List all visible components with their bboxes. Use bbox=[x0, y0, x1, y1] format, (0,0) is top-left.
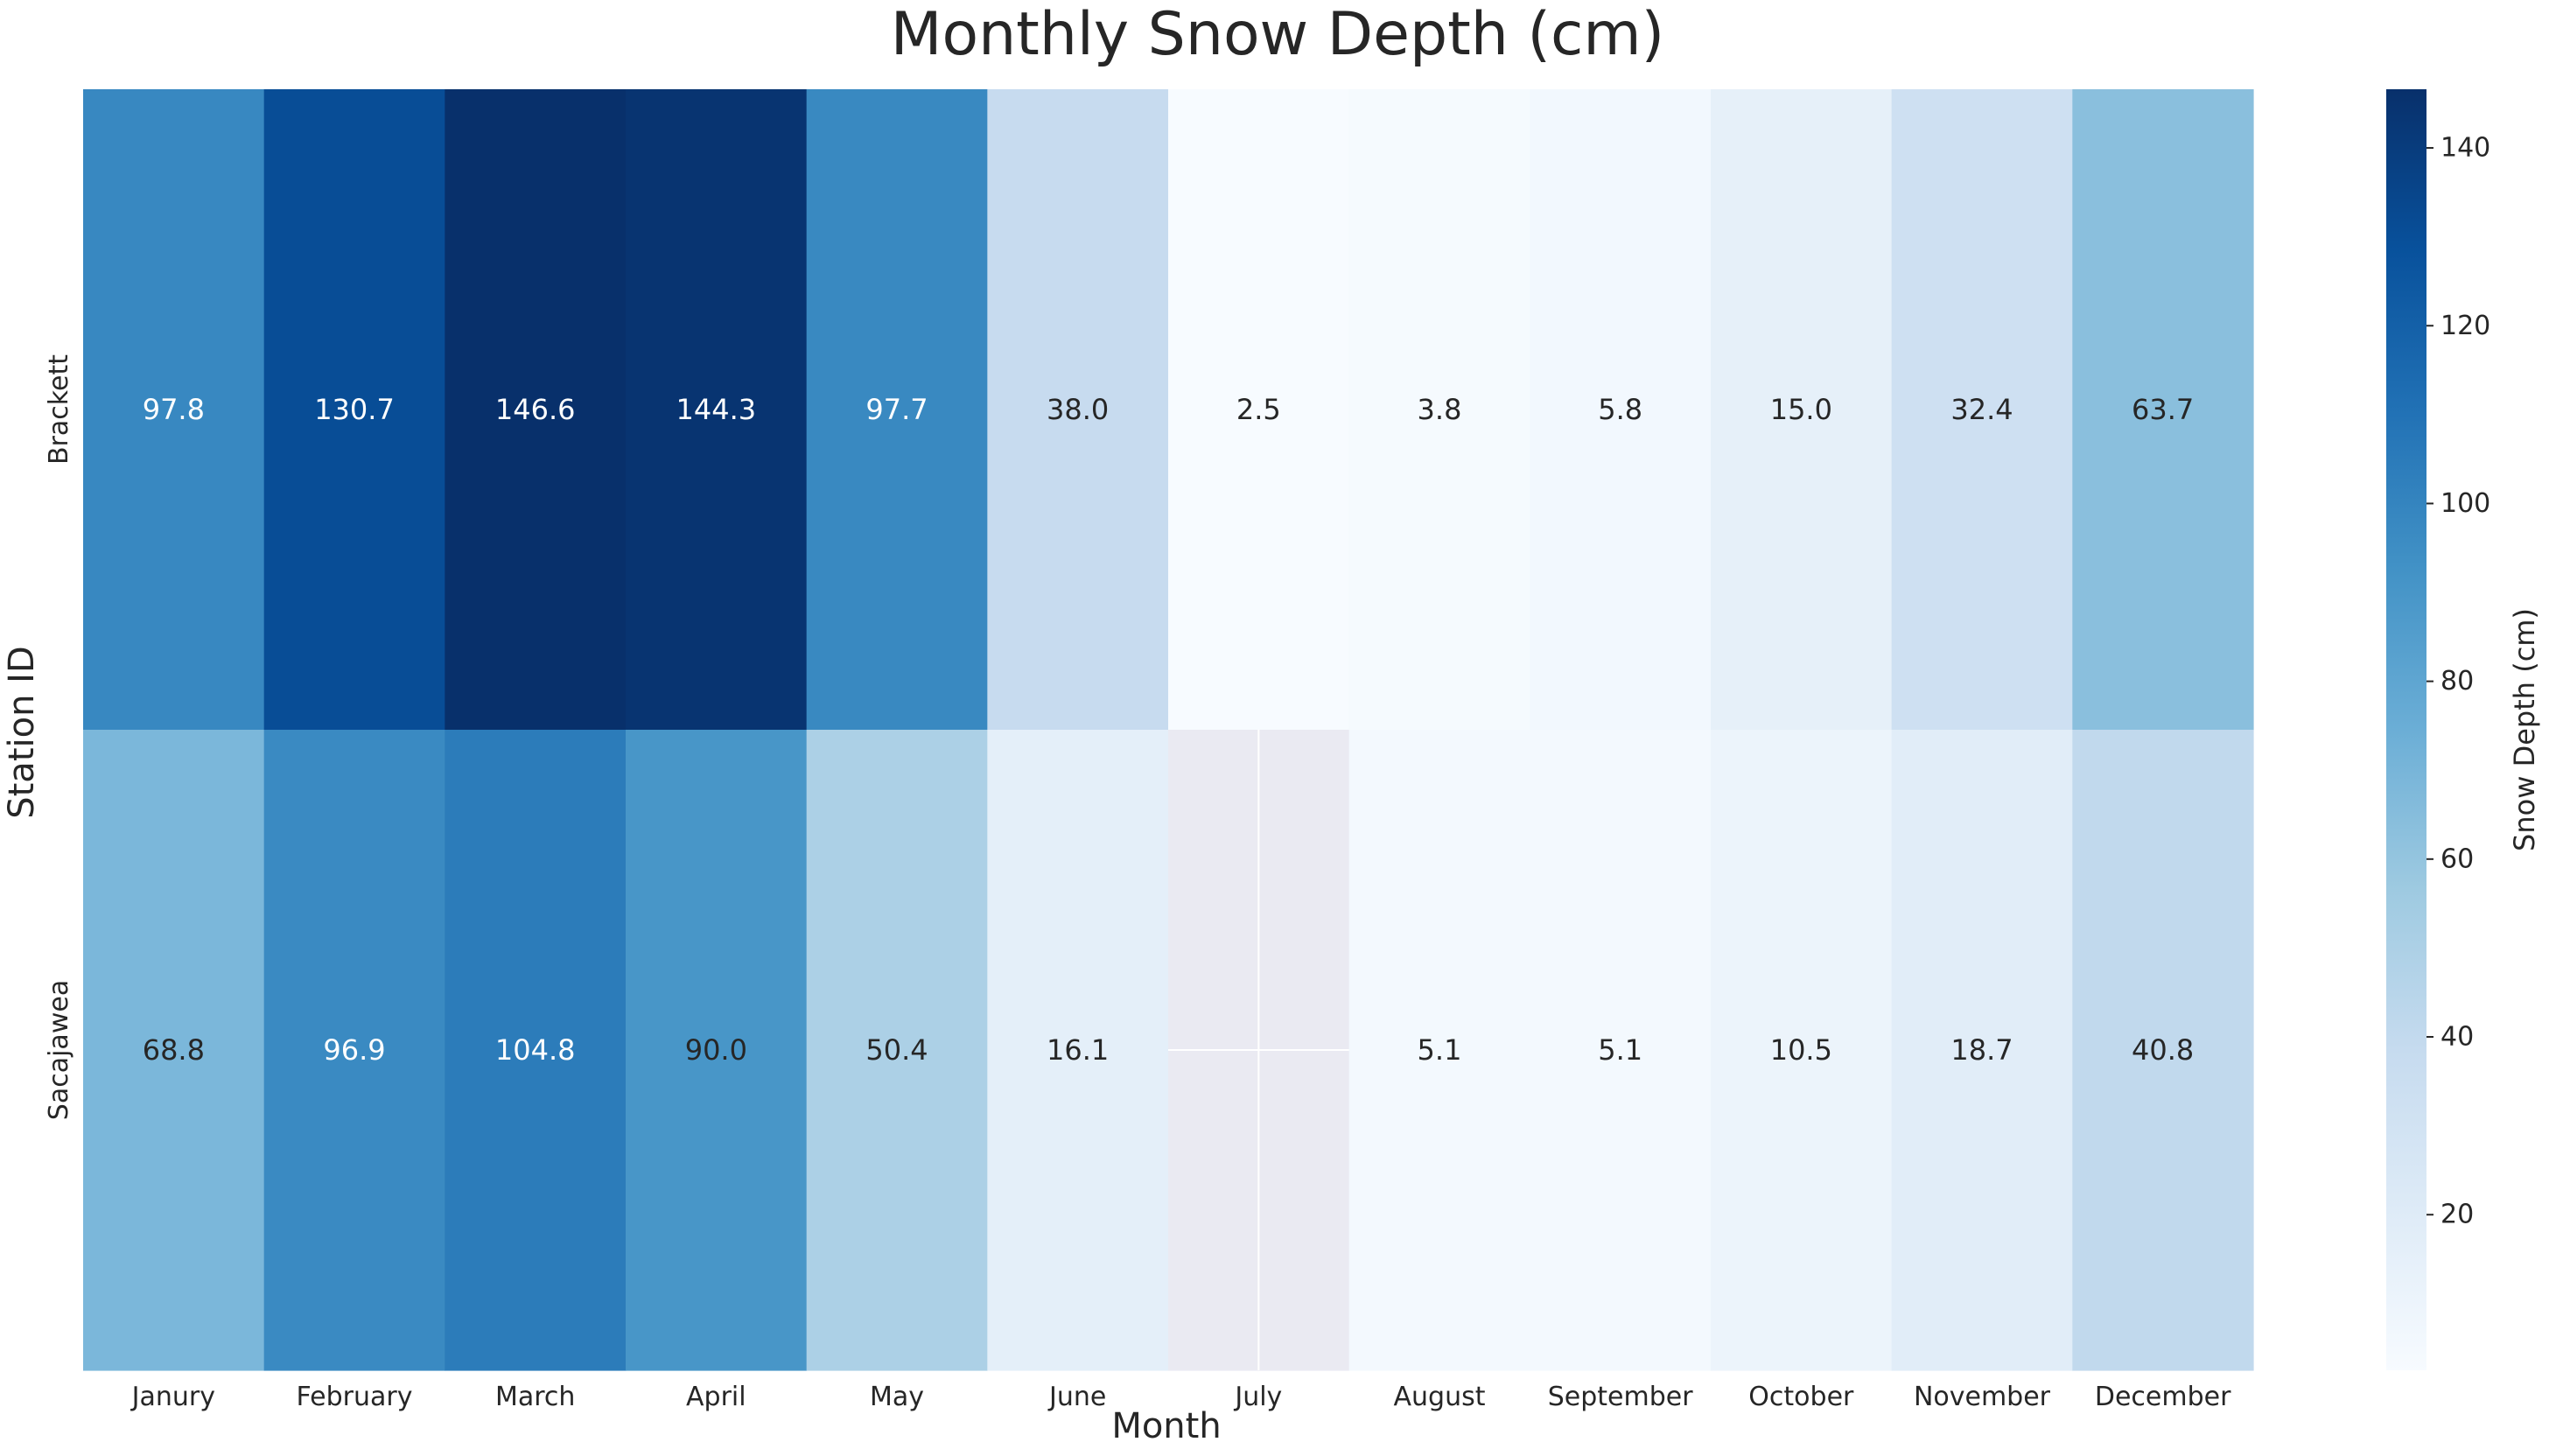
heatmap-cell bbox=[806, 730, 988, 1371]
heatmap-cell bbox=[1891, 730, 2073, 1371]
heatmap-cell bbox=[2072, 89, 2254, 731]
heatmap-cells bbox=[83, 89, 2254, 1371]
cell-value-label: 5.8 bbox=[1598, 393, 1642, 426]
chart-title: Monthly Snow Depth (cm) bbox=[891, 0, 1664, 69]
x-tick-label: February bbox=[297, 1382, 413, 1412]
colorbar-tick-label: 100 bbox=[2440, 488, 2490, 519]
colorbar bbox=[2386, 89, 2426, 1370]
cell-value-label: 50.4 bbox=[865, 1033, 928, 1067]
heatmap-cell bbox=[1530, 89, 1712, 731]
x-tick-label: March bbox=[495, 1382, 575, 1412]
x-axis-label: Month bbox=[1111, 1406, 1221, 1446]
heatmap-cell bbox=[626, 89, 808, 731]
x-tick-label: October bbox=[1748, 1382, 1854, 1412]
colorbar-ticks: 20 40 60 80 100 120 140 bbox=[2426, 133, 2490, 1230]
heatmap-cell bbox=[987, 89, 1169, 731]
x-tick-label: September bbox=[1548, 1382, 1693, 1412]
cell-value-label: 40.8 bbox=[2132, 1033, 2194, 1067]
heatmap-cell bbox=[445, 89, 627, 731]
cell-value-label: 5.1 bbox=[1418, 1033, 1462, 1067]
cell-value-label: 96.9 bbox=[323, 1033, 385, 1067]
colorbar-tick-label: 20 bbox=[2440, 1200, 2474, 1230]
x-tick-label: May bbox=[870, 1382, 924, 1412]
heatmap-cell bbox=[83, 89, 265, 731]
x-tick-label: June bbox=[1047, 1382, 1106, 1412]
cell-value-label: 104.8 bbox=[495, 1033, 576, 1067]
cell-value-labels: 97.8 130.7 146.6 144.3 97.7 38.0 2.5 3.8 5.8 15.0… bbox=[143, 393, 2195, 1067]
heatmap-cell bbox=[1348, 730, 1530, 1371]
cell-value-label: 68.8 bbox=[143, 1033, 205, 1067]
heatmap-cell bbox=[1711, 89, 1893, 731]
cell-value-label: 16.1 bbox=[1047, 1033, 1109, 1067]
cell-value-label: 90.0 bbox=[685, 1033, 747, 1067]
y-tick-label: Sacajawea bbox=[44, 980, 74, 1120]
colorbar-tick-label: 120 bbox=[2440, 311, 2490, 341]
x-tick-label: April bbox=[686, 1382, 746, 1412]
heatmap-cell bbox=[1168, 89, 1350, 731]
heatmap-cell bbox=[263, 89, 445, 731]
y-tick-label: Brackett bbox=[44, 354, 74, 465]
cell-value-label: 63.7 bbox=[2132, 393, 2194, 426]
missing-cell-grid bbox=[1168, 730, 1349, 1370]
heatmap-cell bbox=[445, 730, 627, 1371]
heatmap-cell bbox=[626, 730, 808, 1371]
x-tick-labels: Janury February March April May June July Augus… bbox=[130, 1382, 2231, 1412]
heatmap-cell bbox=[1348, 89, 1530, 731]
x-tick-label: Janury bbox=[130, 1382, 215, 1412]
cell-value-label: 10.5 bbox=[1770, 1033, 1832, 1067]
heatmap-cell bbox=[83, 730, 265, 1371]
x-tick-label: August bbox=[1394, 1382, 1486, 1412]
cell-value-label: 144.3 bbox=[676, 393, 757, 426]
cell-value-label: 18.7 bbox=[1950, 1033, 2013, 1067]
colorbar-tick-label: 140 bbox=[2440, 133, 2490, 164]
heatmap-cell bbox=[806, 89, 988, 731]
cell-value-label: 130.7 bbox=[314, 393, 395, 426]
x-tick-label: November bbox=[1914, 1382, 2051, 1412]
cell-value-label: 38.0 bbox=[1047, 393, 1109, 426]
heatmap-cell bbox=[263, 730, 445, 1371]
y-axis-label: Station ID bbox=[2, 646, 42, 819]
cell-value-label: 146.6 bbox=[495, 393, 576, 426]
cell-value-label: 3.8 bbox=[1418, 393, 1462, 426]
cell-value-label: 2.5 bbox=[1236, 393, 1281, 426]
heatmap-cell bbox=[1891, 89, 2073, 731]
colorbar-label: Snow Depth (cm) bbox=[2508, 608, 2541, 851]
cell-value-label: 15.0 bbox=[1770, 393, 1832, 426]
x-tick-label: December bbox=[2095, 1382, 2231, 1412]
colorbar-tick-label: 80 bbox=[2440, 666, 2474, 696]
y-tick-labels: Brackett Sacajawea bbox=[44, 354, 74, 1120]
heatmap-cell bbox=[1711, 730, 1893, 1371]
colorbar-tick-label: 60 bbox=[2440, 844, 2474, 874]
cell-value-label: 5.1 bbox=[1598, 1033, 1642, 1067]
heatmap-cell bbox=[987, 730, 1169, 1371]
cell-value-label: 32.4 bbox=[1950, 393, 2013, 426]
cell-value-label: 97.8 bbox=[143, 393, 205, 426]
heatmap-cell bbox=[1530, 730, 1712, 1371]
colorbar-tick-label: 40 bbox=[2440, 1022, 2474, 1053]
heatmap-cell bbox=[2072, 730, 2254, 1371]
x-tick-label: July bbox=[1233, 1382, 1282, 1412]
cell-value-label: 97.7 bbox=[865, 393, 928, 426]
